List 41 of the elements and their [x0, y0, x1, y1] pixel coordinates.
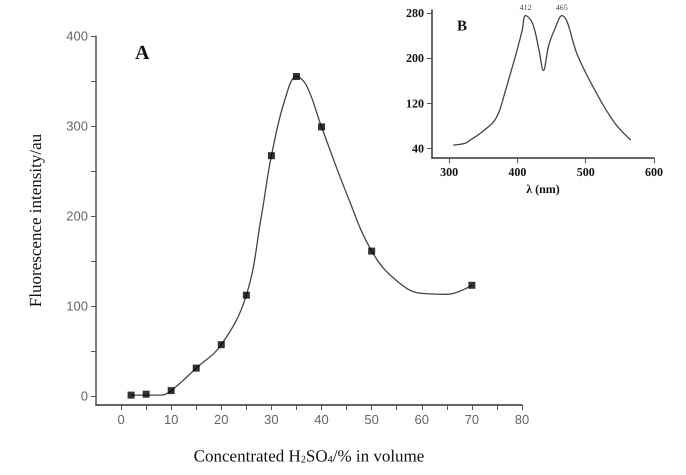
x-tick-label: 600	[645, 165, 663, 180]
x-tick-label: 10	[164, 412, 178, 427]
x-tick-label: 70	[464, 412, 480, 427]
y-tick-label: 120	[406, 96, 424, 110]
y-axis-title: Fluorescence intensity/au	[26, 133, 45, 308]
line-series	[452, 15, 632, 146]
y-tick-label: 0	[80, 388, 88, 404]
point	[268, 152, 275, 160]
x-tick-label: 300	[440, 165, 458, 180]
x-tick-label: 60	[414, 412, 429, 427]
y-tick-label: 200	[406, 51, 424, 66]
point	[128, 392, 135, 399]
x-tick-label: 500	[576, 165, 595, 180]
y-tick-label: 200	[66, 208, 88, 224]
point	[168, 387, 175, 394]
y-tick-label: 280	[406, 6, 424, 20]
point	[292, 73, 300, 80]
x-tick-label: 20	[214, 412, 229, 427]
point	[192, 364, 200, 372]
x-tick-label: 50	[364, 412, 379, 427]
point	[218, 341, 225, 348]
annotation: 465	[556, 3, 568, 12]
point	[142, 390, 150, 398]
x-tick-label: 80	[514, 412, 530, 427]
chart-title: A	[135, 42, 150, 64]
x-axis-title: Concentrated H2SO4/% in volume	[194, 446, 424, 466]
point	[468, 282, 476, 289]
x-tick-label: 30	[264, 412, 279, 427]
x-tick-label: 400	[508, 165, 526, 180]
y-tick-label: 400	[66, 28, 88, 44]
x-tick-label: 40	[314, 412, 329, 427]
y-tick-label: 100	[66, 298, 88, 314]
point	[318, 123, 326, 130]
text: B	[457, 18, 468, 34]
x-tick-label: 0	[117, 412, 125, 427]
point	[368, 248, 376, 255]
annotation: 412	[520, 3, 532, 12]
point	[242, 292, 250, 299]
x-axis-title: λ (nm)	[526, 182, 560, 196]
y-tick-label: 40	[412, 141, 424, 156]
y-tick-label: 300	[66, 118, 88, 134]
